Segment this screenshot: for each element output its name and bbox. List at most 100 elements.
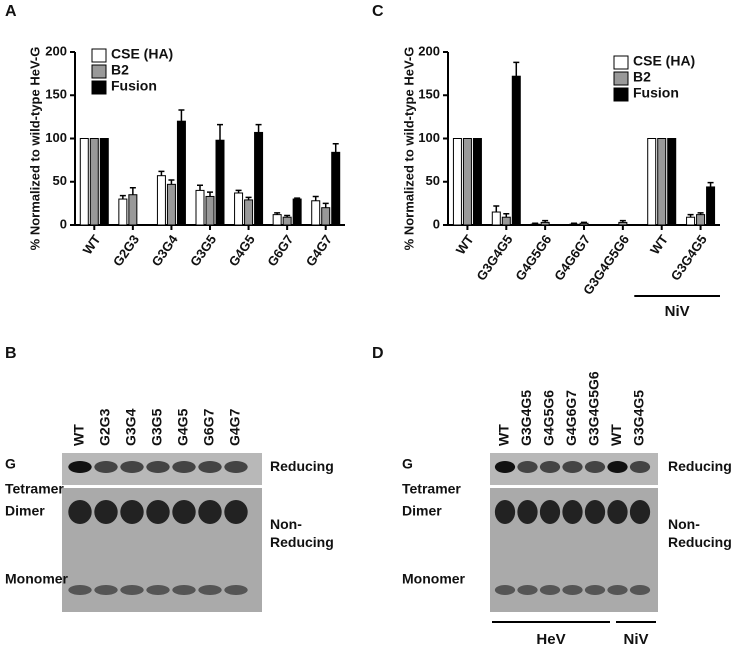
- band: [120, 461, 144, 473]
- legend-swatch: [613, 87, 629, 102]
- band: [224, 585, 248, 595]
- x-tick-label: G3G5: [187, 232, 219, 269]
- lane-label: G3G5: [149, 408, 165, 446]
- y-tick-label: 0: [433, 216, 440, 231]
- bar: [244, 199, 254, 226]
- error-bar: [129, 187, 136, 195]
- band: [198, 585, 222, 595]
- group-label: NiV: [665, 303, 690, 320]
- band: [629, 585, 651, 595]
- error-bar: [158, 170, 165, 176]
- lane-label: G3G4G5G6: [586, 371, 602, 446]
- band: [584, 461, 606, 473]
- bar: [311, 200, 321, 226]
- lane-label: G6G7: [201, 408, 217, 446]
- panel-label: D: [372, 345, 384, 362]
- error-bar: [197, 184, 203, 191]
- y-tick-label: 100: [418, 130, 440, 145]
- panel-label: A: [5, 3, 17, 20]
- bar: [472, 138, 482, 226]
- y-axis-label: % Normalized to wild-type HeV-G: [401, 47, 416, 251]
- band: [562, 500, 583, 524]
- bar: [530, 223, 540, 226]
- error-bar: [207, 191, 213, 197]
- row-label: Dimer: [5, 503, 45, 519]
- y-tick-label: 50: [426, 173, 440, 188]
- y-axis-label: % Normalized to wild-type HeV-G: [27, 47, 42, 251]
- lane-label: G4G6G7: [563, 390, 579, 446]
- bar: [696, 214, 706, 226]
- bar: [540, 221, 550, 226]
- bar: [331, 151, 341, 226]
- legend-label: CSE (HA): [633, 53, 695, 69]
- x-tick-label: G3G4: [149, 231, 182, 269]
- band: [172, 585, 196, 595]
- band: [539, 585, 561, 595]
- bar: [292, 198, 302, 226]
- band: [562, 461, 583, 473]
- x-tick-label: G4G5G6: [512, 232, 554, 283]
- legend-label: Fusion: [111, 78, 157, 94]
- legend-label: B2: [111, 62, 129, 78]
- lane-label: G2G3: [97, 408, 113, 446]
- line: Reducing: [270, 458, 334, 474]
- band: [517, 585, 538, 595]
- band: [198, 461, 222, 473]
- band: [68, 585, 92, 595]
- band: [494, 500, 516, 524]
- bar: [491, 211, 501, 226]
- error-bar: [168, 179, 175, 185]
- bar: [176, 120, 186, 226]
- band: [146, 585, 170, 595]
- bar: [647, 138, 657, 226]
- bar: [511, 75, 521, 226]
- x-tick-label: G4G7: [303, 232, 335, 269]
- x-tick-label: WT: [453, 232, 477, 257]
- lane-label: G3G4G5: [518, 390, 534, 446]
- panel-label: B: [5, 345, 17, 362]
- band: [172, 461, 196, 473]
- bar: [166, 183, 176, 226]
- error-bar: [322, 202, 329, 208]
- band: [94, 461, 118, 473]
- band: [562, 585, 583, 595]
- band: [584, 585, 606, 595]
- legend-swatch: [613, 71, 629, 86]
- bar: [618, 221, 628, 226]
- y-tick-label: 150: [45, 87, 67, 102]
- band: [517, 461, 538, 473]
- bar: [579, 222, 589, 226]
- row-label: Monomer: [5, 571, 69, 587]
- group-label: NiV: [623, 631, 648, 648]
- legend-swatch: [91, 80, 107, 95]
- bar: [156, 175, 166, 226]
- y-tick-label: 100: [45, 130, 67, 145]
- y-tick-label: 200: [418, 43, 440, 58]
- lane-label: G3G4: [123, 408, 139, 446]
- error-bar: [503, 213, 510, 218]
- band: [517, 500, 538, 524]
- bar: [99, 138, 109, 226]
- x-tick-label: G2G3: [110, 232, 142, 269]
- bar: [215, 139, 225, 226]
- line: Non-: [270, 516, 302, 532]
- bar: [686, 216, 696, 226]
- lane-label: WT: [496, 424, 512, 446]
- bar: [254, 131, 264, 226]
- band: [198, 500, 222, 524]
- bar: [462, 138, 472, 226]
- band: [146, 461, 170, 473]
- bar: [234, 192, 244, 226]
- row-label: G: [5, 456, 16, 472]
- legend-label: B2: [633, 69, 651, 85]
- x-tick-label: G3G4G5: [668, 232, 710, 283]
- error-bar: [217, 123, 223, 141]
- lane-label: G4G5G6: [541, 390, 557, 446]
- bar: [195, 189, 205, 226]
- band: [94, 585, 118, 595]
- row-label: G: [402, 456, 413, 472]
- bar: [657, 138, 667, 226]
- band: [94, 500, 118, 524]
- x-tick-label: G6G7: [264, 232, 296, 269]
